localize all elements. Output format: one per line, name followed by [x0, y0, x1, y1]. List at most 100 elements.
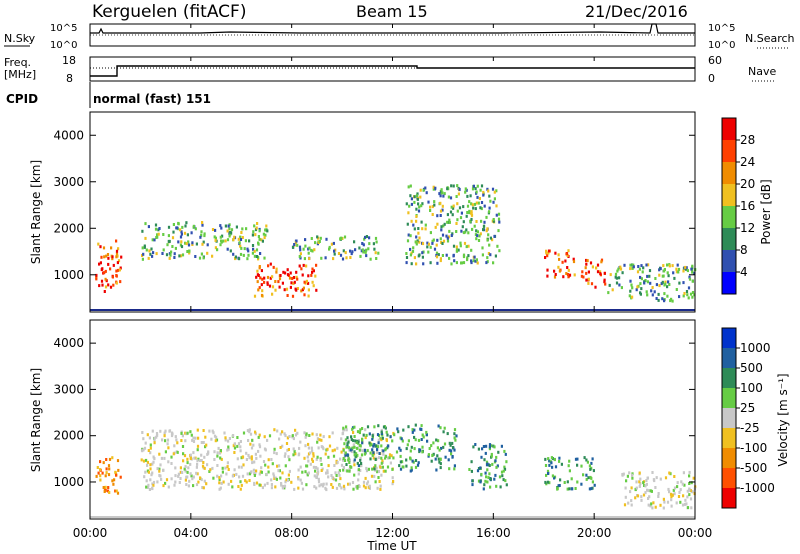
data-cell — [456, 218, 459, 222]
data-cell — [374, 480, 377, 484]
data-cell — [198, 256, 202, 260]
data-cell — [356, 461, 359, 465]
data-cell — [690, 267, 693, 271]
data-cell — [481, 253, 484, 257]
data-cell — [686, 495, 689, 499]
data-cell — [192, 484, 195, 488]
data-cell — [107, 473, 111, 477]
data-cell — [99, 468, 102, 472]
data-cell — [475, 190, 478, 194]
data-cell — [258, 265, 261, 268]
data-cell — [689, 497, 693, 501]
data-cell — [459, 244, 462, 248]
data-cell — [663, 269, 666, 273]
data-cell — [476, 261, 479, 265]
cbar-tick-label: 1000 — [740, 341, 771, 355]
data-cell — [186, 470, 189, 474]
data-cell — [348, 467, 351, 471]
cbar-frame — [721, 327, 737, 509]
data-cell — [350, 438, 353, 442]
data-cell — [379, 484, 382, 488]
data-cell — [299, 252, 302, 256]
data-cell — [266, 229, 269, 233]
data-cell — [369, 451, 372, 455]
data-cell — [275, 477, 278, 481]
data-cell — [220, 240, 223, 244]
data-cell — [493, 445, 496, 449]
data-cell — [490, 454, 493, 458]
data-cell — [328, 444, 332, 448]
data-cell — [114, 489, 117, 493]
data-cell — [312, 269, 315, 273]
data-cell — [471, 483, 474, 487]
data-cell — [483, 204, 486, 208]
data-cell — [169, 253, 172, 257]
data-cell — [492, 219, 495, 223]
data-cell — [413, 428, 416, 432]
data-cell — [233, 235, 236, 239]
data-cell — [279, 476, 282, 480]
data-cell — [195, 471, 198, 475]
data-cell — [96, 466, 99, 469]
data-cell — [428, 447, 431, 450]
data-cell — [255, 481, 259, 485]
data-cell — [448, 256, 451, 260]
data-cell — [242, 253, 245, 257]
data-cell — [632, 263, 635, 267]
data-cell — [152, 251, 155, 255]
data-cell — [380, 444, 383, 448]
data-cell — [311, 457, 314, 461]
data-cell — [171, 236, 175, 240]
data-cell — [482, 445, 485, 448]
data-cell — [413, 447, 416, 451]
data-cell — [565, 252, 568, 256]
data-cell — [385, 438, 388, 442]
data-cell — [263, 483, 266, 487]
data-cell — [441, 242, 444, 245]
data-cell — [219, 449, 222, 452]
data-cell — [673, 276, 676, 280]
data-cell — [476, 184, 479, 188]
data-cell — [685, 290, 689, 293]
data-cell — [364, 235, 367, 239]
data-cell — [489, 477, 492, 481]
data-cell — [258, 445, 262, 449]
data-cell — [303, 280, 306, 284]
data-cell — [415, 262, 418, 266]
data-cell — [617, 267, 620, 271]
data-cell — [303, 456, 306, 460]
data-cell — [643, 281, 646, 285]
data-cell — [189, 430, 192, 434]
data-cell — [345, 256, 348, 260]
data-cell — [308, 257, 311, 261]
data-cell — [306, 455, 309, 459]
xtick-label: 16:00 — [476, 526, 511, 540]
data-cell — [407, 439, 410, 443]
data-cell — [572, 260, 576, 264]
data-cell — [375, 466, 378, 470]
data-cell — [310, 248, 313, 252]
data-cell — [682, 294, 685, 298]
data-cell — [434, 186, 437, 190]
data-cell — [148, 488, 151, 491]
data-cell — [142, 437, 145, 441]
data-cell — [275, 267, 278, 271]
data-cell — [246, 429, 249, 433]
data-cell — [406, 239, 410, 243]
data-cell — [234, 257, 237, 261]
data-cell — [438, 448, 441, 452]
data-cell — [166, 442, 169, 446]
data-cell — [458, 187, 461, 191]
data-cell — [194, 436, 197, 440]
data-cell — [472, 184, 475, 188]
data-cell — [559, 478, 562, 482]
data-cell — [497, 217, 501, 221]
data-cell — [236, 436, 239, 439]
data-cell — [375, 240, 378, 244]
data-cell — [214, 236, 217, 240]
data-cell — [347, 458, 350, 462]
data-cell — [440, 446, 443, 450]
data-cell — [284, 464, 287, 468]
data-cell — [414, 423, 417, 427]
data-cell — [284, 480, 287, 484]
